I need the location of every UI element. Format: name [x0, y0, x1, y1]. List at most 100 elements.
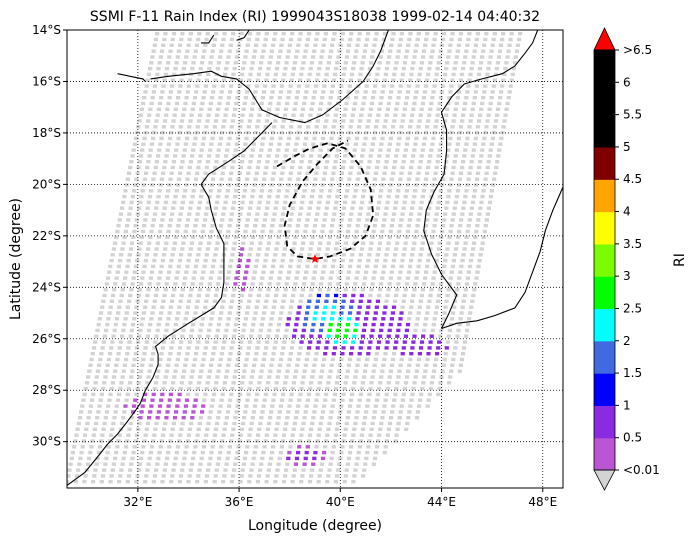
swath-cell	[90, 352, 95, 356]
swath-cell	[228, 90, 233, 94]
swath-cell	[163, 200, 168, 205]
swath-cell	[434, 357, 439, 362]
swath-cell	[316, 113, 321, 117]
swath-cell	[375, 206, 381, 210]
swath-cell	[213, 340, 218, 344]
swath-cell	[459, 218, 464, 222]
swath-cell	[484, 78, 489, 82]
swath-cell	[478, 113, 483, 117]
swath-cell	[403, 194, 408, 199]
swath-cell	[284, 328, 289, 333]
swath-cell	[338, 270, 343, 274]
swath-cell	[273, 386, 278, 391]
swath-cell	[325, 247, 330, 251]
swath-cell	[431, 136, 436, 141]
swath-cell	[509, 32, 514, 36]
swath-cell	[236, 224, 241, 228]
swath-cell	[277, 363, 283, 367]
swath-cell	[111, 375, 117, 379]
swath-cell	[357, 165, 363, 170]
swath-cell	[211, 264, 216, 269]
swath-cell	[267, 328, 272, 333]
swath-cell	[286, 317, 291, 321]
swath-cell	[210, 224, 215, 228]
swath-cell	[193, 311, 198, 315]
swath-cell	[269, 183, 274, 187]
swath-cell	[405, 136, 410, 141]
swath-cell	[166, 61, 171, 65]
swath-cell	[173, 194, 178, 199]
swath-cell	[452, 113, 457, 117]
swath-cell	[289, 78, 294, 82]
swath-cell	[162, 78, 167, 82]
swath-cell	[191, 363, 196, 367]
swath-cell	[163, 32, 168, 36]
swath-cell	[245, 398, 250, 402]
swath-cell	[479, 200, 484, 205]
swath-cell	[448, 229, 453, 234]
swath-cell	[445, 293, 450, 298]
swath-cell	[455, 96, 460, 100]
swath-cell	[139, 410, 144, 414]
swath-cell	[282, 340, 287, 344]
swath-cell	[411, 107, 416, 111]
swath-cell	[285, 142, 290, 146]
swath-cell	[212, 125, 217, 129]
swath-cell	[478, 253, 483, 257]
swath-cell	[265, 293, 270, 298]
swath-cell	[238, 125, 243, 129]
swath-cell	[155, 72, 160, 77]
swath-cell	[166, 317, 171, 321]
swath-cell	[225, 456, 230, 461]
swath-cell	[194, 218, 199, 222]
swath-cell	[322, 357, 327, 362]
swath-cell	[424, 317, 429, 321]
swath-cell	[164, 113, 169, 117]
swath-cell	[340, 445, 345, 449]
swath-cell	[134, 392, 139, 397]
swath-cell	[267, 375, 272, 379]
swath-cell	[505, 55, 510, 59]
swath-cell	[274, 113, 279, 117]
swath-cell	[333, 433, 339, 437]
swath-cell	[231, 334, 236, 338]
swath-cell	[233, 369, 238, 373]
swath-cell	[188, 119, 193, 123]
swath-cell	[382, 311, 387, 315]
swath-cell	[340, 258, 345, 263]
swath-cell	[366, 445, 371, 449]
swath-cell	[161, 212, 166, 216]
swath-cell	[293, 416, 299, 420]
swath-cell	[333, 206, 338, 210]
swath-cell	[334, 381, 340, 385]
swath-cell	[271, 171, 276, 175]
swath-cell	[276, 61, 281, 65]
swath-cell	[492, 177, 497, 181]
swath-cell	[314, 398, 319, 402]
swath-cell	[442, 78, 447, 82]
swath-cell	[109, 299, 114, 303]
swath-cell	[444, 253, 449, 257]
swath-cell	[461, 66, 466, 71]
swath-cell	[219, 398, 224, 402]
swath-cell	[101, 427, 106, 431]
swath-cell	[363, 136, 368, 141]
swath-cell	[399, 125, 404, 129]
swath-cell	[336, 142, 341, 146]
swath-cell	[144, 171, 149, 175]
swath-cell	[385, 433, 390, 437]
swath-cell	[179, 37, 184, 42]
swath-cell	[440, 369, 445, 373]
swath-cell	[378, 288, 383, 292]
swath-cell	[149, 101, 154, 106]
swath-cell	[455, 288, 460, 292]
swath-cell	[419, 340, 425, 344]
swath-cell	[460, 258, 465, 263]
swath-cell	[352, 148, 357, 152]
swath-cell	[171, 160, 176, 164]
swath-cell	[467, 171, 472, 175]
swath-cell	[247, 253, 252, 257]
swath-cell	[387, 142, 392, 146]
swath-cell	[220, 130, 225, 135]
swath-cell	[155, 200, 160, 205]
